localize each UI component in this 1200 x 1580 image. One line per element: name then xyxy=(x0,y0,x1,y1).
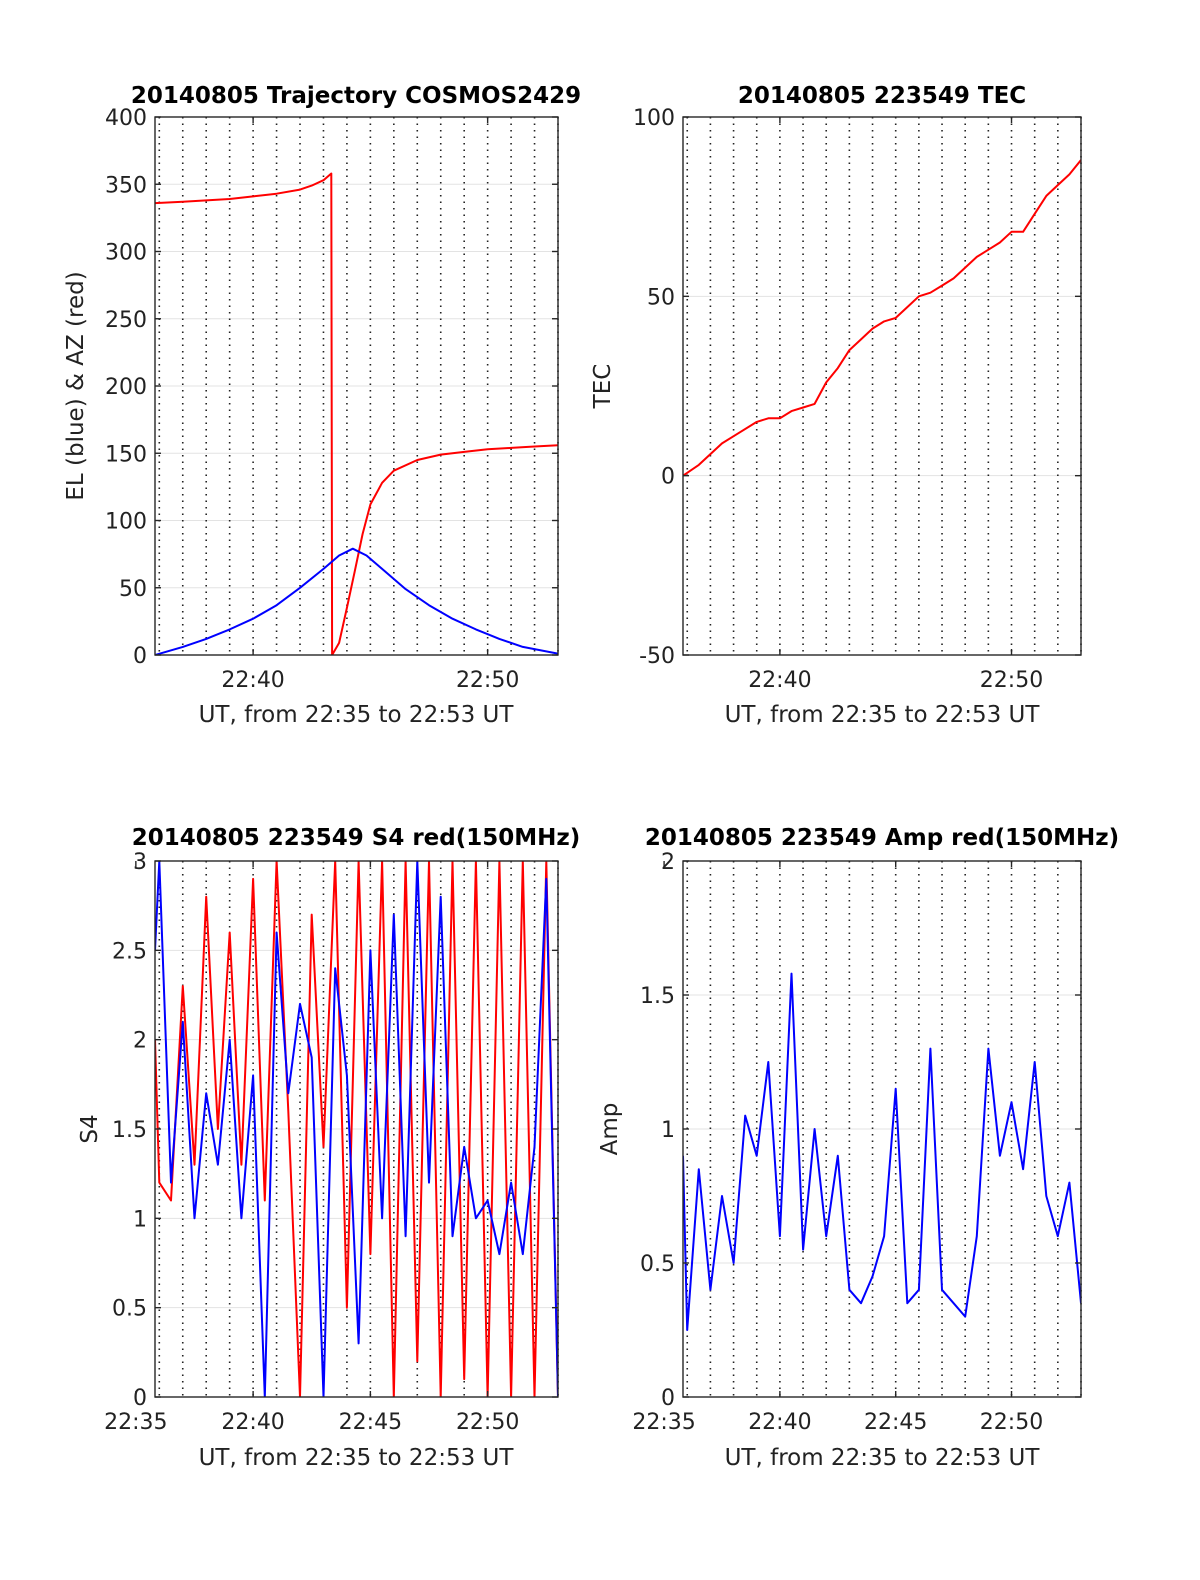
y-axis-label: S4 xyxy=(77,1114,103,1143)
y-tick-label: 1 xyxy=(661,1118,675,1143)
y-tick-label: 0 xyxy=(661,1386,675,1411)
y-tick-label: 2 xyxy=(133,1029,147,1054)
y-tick-label: 50 xyxy=(647,285,675,310)
y-tick-label: 100 xyxy=(105,510,147,535)
series-line xyxy=(155,172,558,655)
y-tick-label: 150 xyxy=(105,442,147,467)
x-axis-label: UT, from 22:35 to 22:53 UT xyxy=(725,702,1041,728)
series-line xyxy=(683,972,1081,1331)
y-axis-label: EL (blue) & AZ (red) xyxy=(63,271,89,500)
grid xyxy=(683,860,1082,1398)
y-tick-label: 400 xyxy=(105,106,147,131)
y-tick-label: 1.5 xyxy=(640,984,675,1009)
y-tick-label: 300 xyxy=(105,241,147,266)
x-tick-label: 22:40 xyxy=(748,1410,811,1435)
x-axis-label: UT, from 22:35 to 22:53 UT xyxy=(199,1445,515,1471)
y-tick-label: 2 xyxy=(661,850,675,875)
y-tick-label: -50 xyxy=(639,644,675,669)
x-tick-label: 22:40 xyxy=(221,668,284,693)
y-tick-label: 1 xyxy=(133,1207,147,1232)
y-tick-label: 2.5 xyxy=(112,939,147,964)
x-axis-label: UT, from 22:35 to 22:53 UT xyxy=(725,1445,1041,1471)
series-group xyxy=(683,972,1081,1331)
y-tick-label: 250 xyxy=(105,308,147,333)
x-tick-label: 22:45 xyxy=(339,1410,402,1435)
panel-tec: 20140805 223549 TEC UT, from 22:35 to 22… xyxy=(590,83,1082,728)
x-tick-label: 22:50 xyxy=(980,668,1043,693)
y-tick-label: 100 xyxy=(633,106,675,131)
x-tick-label: 22:40 xyxy=(748,668,811,693)
series-group xyxy=(155,861,558,1397)
panel-trajectory: 20140805 Trajectory COSMOS2429 UT, from … xyxy=(63,83,581,728)
panel-amp: 20140805 223549 Amp red(150MHz) UT, from… xyxy=(597,825,1119,1471)
y-tick-label: 3 xyxy=(133,850,147,875)
y-tick-label: 1.5 xyxy=(112,1118,147,1143)
x-tick-label: 22:50 xyxy=(980,1410,1043,1435)
panel-title: 20140805 223549 TEC xyxy=(738,83,1026,109)
series-group xyxy=(683,159,1081,477)
y-tick-label: 350 xyxy=(105,173,147,198)
axes-box xyxy=(682,116,1082,656)
series-line xyxy=(155,547,558,655)
x-tick-label: 22:50 xyxy=(456,668,519,693)
y-axis-label: TEC xyxy=(590,364,616,410)
y-tick-label: 0.5 xyxy=(112,1297,147,1322)
series-line xyxy=(683,159,1081,477)
series-group xyxy=(155,172,558,655)
y-tick-label: 200 xyxy=(105,375,147,400)
panel-s4: 20140805 223549 S4 red(150MHz) UT, from … xyxy=(77,825,580,1471)
panel-title: 20140805 Trajectory COSMOS2429 xyxy=(131,83,581,109)
y-axis-label: Amp xyxy=(597,1103,623,1156)
grid xyxy=(683,116,1082,656)
y-tick-label: 0 xyxy=(133,1386,147,1411)
panel-title: 20140805 223549 S4 red(150MHz) xyxy=(132,825,581,851)
series-line xyxy=(155,861,558,1397)
series-line xyxy=(155,861,558,1397)
x-tick-label: 22:45 xyxy=(864,1410,927,1435)
x-tick-label: 22:35 xyxy=(104,1410,167,1435)
y-tick-label: 0.5 xyxy=(640,1252,675,1277)
x-tick-label: 22:50 xyxy=(456,1410,519,1435)
x-tick-label: 22:35 xyxy=(632,1410,695,1435)
x-axis-label: UT, from 22:35 to 22:53 UT xyxy=(199,702,515,728)
y-tick-label: 50 xyxy=(119,577,147,602)
panel-title: 20140805 223549 Amp red(150MHz) xyxy=(645,825,1119,851)
y-tick-label: 0 xyxy=(661,465,675,490)
grid xyxy=(155,116,559,656)
y-tick-label: 0 xyxy=(133,644,147,669)
x-tick-label: 22:40 xyxy=(221,1410,284,1435)
